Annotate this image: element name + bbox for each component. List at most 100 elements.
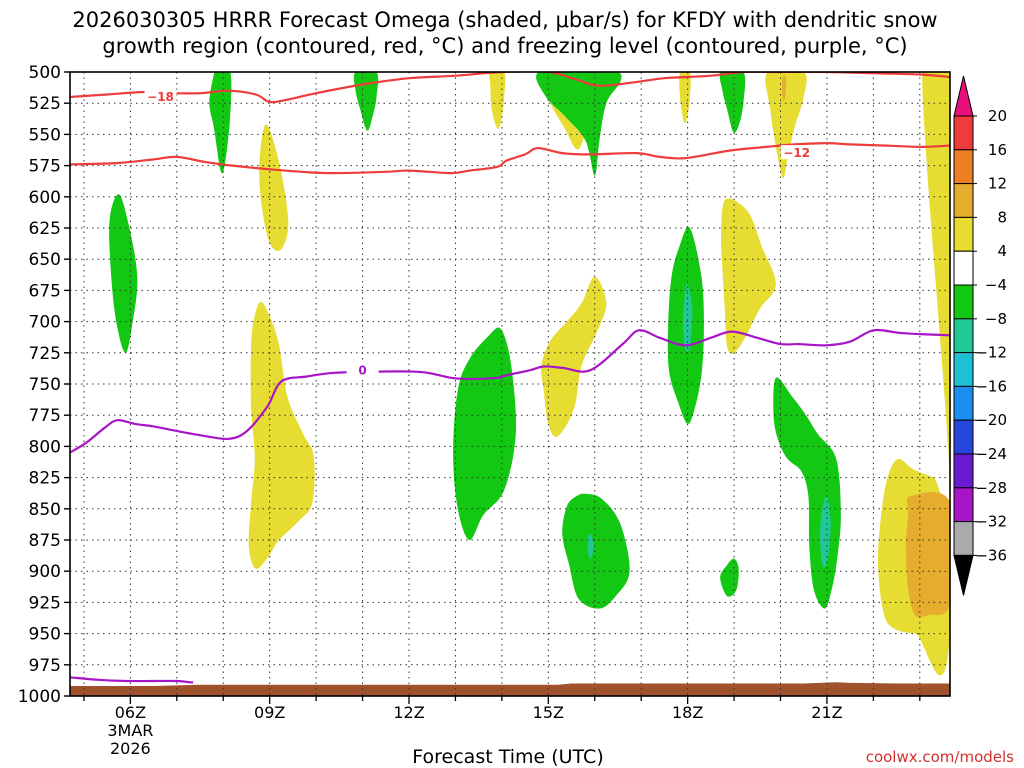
y-tick-label-575: 575 bbox=[29, 157, 61, 177]
colorbar-label-13: −36 bbox=[975, 546, 1007, 564]
chart-title-line-2: growth region (contoured, red, °C) and f… bbox=[102, 34, 907, 58]
colorbar-label-11: −28 bbox=[975, 479, 1007, 497]
colorbar-bin-2 bbox=[953, 149, 974, 185]
x-tick-label-18Z: 18Z bbox=[672, 703, 703, 722]
omega-region-orange-i-inner bbox=[905, 492, 950, 618]
omega-region-green-b bbox=[109, 194, 138, 353]
y-tick-label-775: 775 bbox=[29, 406, 61, 426]
colorbar-bin-11 bbox=[953, 453, 974, 489]
y-tick-label-750: 750 bbox=[29, 375, 61, 395]
chart-title-line-1: 2026030305 HRRR Forecast Omega (shaded, … bbox=[72, 8, 937, 32]
y-tick-label-500: 500 bbox=[29, 63, 61, 83]
omega-region-green-i bbox=[720, 558, 739, 597]
contour-label-bg-0 bbox=[346, 362, 379, 377]
y-tick-label-1000: 1000 bbox=[18, 687, 61, 707]
contour-label-bg--12 bbox=[780, 145, 813, 160]
y-tick-label-700: 700 bbox=[29, 313, 61, 333]
contour-line-0-low bbox=[70, 676, 194, 684]
omega-region-green-a bbox=[209, 72, 232, 174]
contour-layer: −18 −12 0 bbox=[70, 72, 950, 684]
omega-region-orange-h-inner bbox=[782, 75, 787, 102]
x-tick-label-15Z: 15Z bbox=[533, 703, 564, 722]
omega-region-green-e bbox=[536, 72, 622, 176]
omega-region-yellow-g bbox=[721, 198, 776, 354]
colorbar-label-6: −8 bbox=[985, 310, 1007, 328]
x-tick-sublabel-year: 2026 bbox=[110, 739, 151, 758]
contour-label--12: −12 bbox=[783, 146, 810, 160]
colorbar-bin-6 bbox=[953, 284, 974, 320]
contour-line-0 bbox=[70, 328, 950, 454]
y-tick-label-725: 725 bbox=[29, 344, 61, 364]
colorbar-label-0: 20 bbox=[988, 107, 1007, 125]
colorbar-bin-3 bbox=[953, 183, 974, 218]
colorbar-bin-8 bbox=[953, 352, 974, 387]
y-tick-label-900: 900 bbox=[29, 562, 61, 582]
x-tick-label-12Z: 12Z bbox=[393, 703, 424, 722]
colorbar-bin-1 bbox=[953, 115, 974, 151]
colorbar-bottom-triangle bbox=[953, 554, 974, 596]
colorbar-bin-9 bbox=[953, 385, 974, 421]
x-tick-label-09Z: 09Z bbox=[254, 703, 285, 722]
omega-region-green-h bbox=[719, 72, 746, 133]
omega-region-green-f-inner bbox=[587, 533, 594, 559]
colorbar-bin-5 bbox=[953, 250, 974, 286]
y-axis: 500 525 550 575 600 625 650 675 700 725 750 775 800 8… bbox=[18, 63, 70, 707]
colorbar-label-1: 16 bbox=[988, 141, 1007, 159]
omega-region-yellow-b bbox=[248, 301, 315, 569]
colorbar-label-12: −32 bbox=[975, 513, 1007, 531]
colorbar-bin-12 bbox=[953, 487, 974, 523]
colorbar-label-7: −12 bbox=[975, 344, 1007, 362]
y-tick-label-600: 600 bbox=[29, 188, 61, 208]
contour-line--12 bbox=[70, 142, 950, 175]
y-tick-label-625: 625 bbox=[29, 219, 61, 239]
y-tick-label-950: 950 bbox=[29, 625, 61, 645]
omega-region-green-c bbox=[353, 72, 379, 131]
x-tick-label-21Z: 21Z bbox=[811, 703, 842, 722]
x-tick-label-06Z: 06Z bbox=[115, 703, 146, 722]
y-tick-label-550: 550 bbox=[29, 125, 61, 145]
omega-region-yellow-c bbox=[489, 72, 506, 129]
y-tick-label-875: 875 bbox=[29, 531, 61, 551]
ground-layer bbox=[70, 682, 950, 696]
y-tick-label-675: 675 bbox=[29, 281, 61, 301]
colorbar-bin-10 bbox=[953, 419, 974, 455]
contour-label-bg--18 bbox=[144, 88, 177, 103]
y-tick-label-525: 525 bbox=[29, 94, 61, 114]
omega-region-yellow-e bbox=[541, 276, 607, 437]
omega-shading-layer bbox=[109, 72, 950, 676]
omega-region-yellow-h bbox=[765, 72, 807, 179]
y-tick-label-800: 800 bbox=[29, 437, 61, 457]
colorbar-label-5: −4 bbox=[985, 276, 1007, 294]
colorbar-label-4: 4 bbox=[997, 242, 1007, 260]
colorbar-label-3: 8 bbox=[997, 208, 1007, 226]
omega-region-green-g-inner bbox=[682, 284, 693, 352]
colorbar-label-2: 12 bbox=[988, 175, 1007, 193]
grid-layer bbox=[70, 72, 950, 696]
y-tick-label-925: 925 bbox=[29, 593, 61, 613]
omega-region-yellow-a bbox=[259, 124, 289, 251]
omega-region-green-j-inner bbox=[819, 496, 831, 568]
colorbar-label-9: −20 bbox=[975, 411, 1007, 429]
ground-fill bbox=[70, 682, 950, 696]
colorbar-bin-4 bbox=[953, 216, 974, 252]
colorbar-bin-7 bbox=[953, 318, 974, 354]
omega-region-yellow-j bbox=[945, 191, 950, 262]
y-tick-label-825: 825 bbox=[29, 469, 61, 489]
y-tick-label-850: 850 bbox=[29, 500, 61, 520]
colorbar-label-8: −16 bbox=[975, 377, 1007, 395]
x-axis-title: Forecast Time (UTC) bbox=[412, 746, 603, 768]
colorbar-top-triangle bbox=[953, 75, 974, 117]
contour-label--18: −18 bbox=[147, 90, 174, 104]
omega-region-green-f bbox=[562, 493, 630, 609]
contour-line--18 bbox=[70, 72, 950, 104]
y-tick-label-975: 975 bbox=[29, 656, 61, 676]
colorbar-label-10: −24 bbox=[975, 445, 1007, 463]
omega-region-green-j bbox=[773, 377, 841, 609]
credit-text: coolwx.com/models bbox=[866, 748, 1014, 766]
omega-region-green-d bbox=[453, 327, 517, 541]
contour-label-0: 0 bbox=[358, 363, 366, 377]
x-tick-sublabel-date: 3MAR bbox=[107, 721, 153, 740]
colorbar-bin-13 bbox=[953, 521, 974, 556]
